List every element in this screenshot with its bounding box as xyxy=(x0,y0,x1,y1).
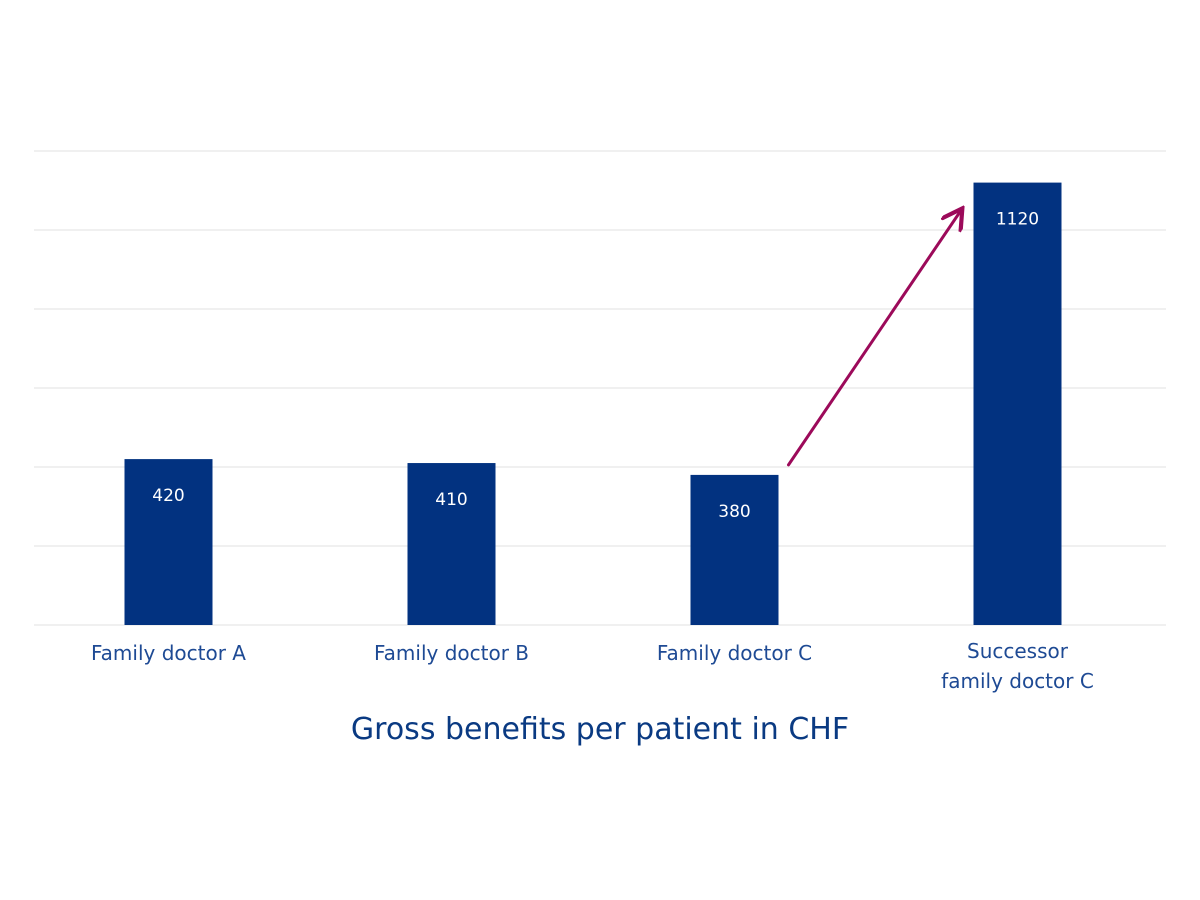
x-tick-label-line: family doctor C xyxy=(941,669,1094,693)
bar-value-label: 1120 xyxy=(996,210,1039,230)
x-tick-label-line: Family doctor B xyxy=(374,641,529,665)
x-tick-label-line: Family doctor A xyxy=(91,641,246,665)
bars xyxy=(124,182,1062,625)
bar xyxy=(124,459,213,625)
annotations xyxy=(787,210,962,467)
x-tick-label-line: Family doctor C xyxy=(657,641,812,665)
bar-value-label: 410 xyxy=(435,490,467,510)
bar xyxy=(690,474,779,625)
gridlines xyxy=(34,150,1166,626)
x-tick-label: Successor family doctor C xyxy=(941,639,1094,693)
x-tick-label: Family doctor A xyxy=(91,641,246,665)
bar xyxy=(973,182,1062,625)
x-axis-label: Gross benefits per patient in CHF xyxy=(350,712,850,747)
increase-arrow xyxy=(787,210,962,467)
x-tick-label-line: Successor xyxy=(967,639,1069,663)
bar-value-label: 380 xyxy=(718,502,750,522)
data-labels: 420 410 380 1120 xyxy=(152,210,1039,522)
bar-value-label: 420 xyxy=(152,486,184,506)
bar xyxy=(407,463,496,625)
x-axis-tick-labels: Family doctor A Family doctor B Family doc… xyxy=(91,639,1094,693)
x-tick-label: Family doctor B xyxy=(374,641,529,665)
x-tick-label: Family doctor C xyxy=(657,641,812,665)
